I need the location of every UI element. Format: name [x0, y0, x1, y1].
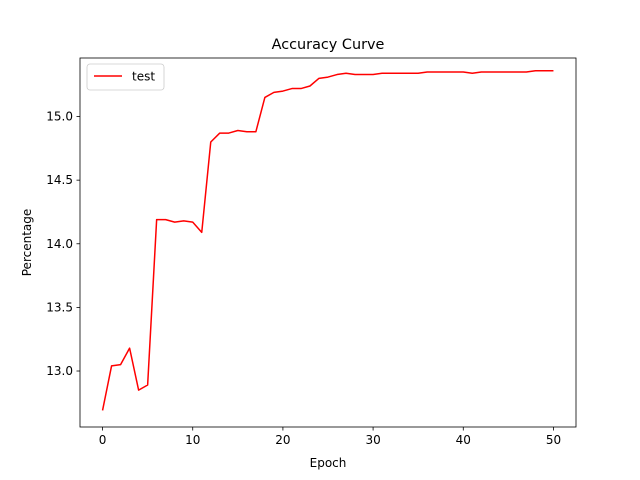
y-tick-label: 13.0: [46, 364, 73, 378]
legend-label-test: test: [132, 70, 155, 84]
y-tick-label: 15.0: [46, 110, 73, 124]
y-axis-ticks: 13.0 13.5 14.0 14.5 15.0: [46, 110, 80, 378]
y-axis-label: Percentage: [20, 209, 34, 277]
y-tick-label: 14.0: [46, 237, 73, 251]
y-tick-label: 13.5: [46, 300, 73, 314]
x-tick-label: 10: [185, 433, 200, 447]
y-tick-label: 14.5: [46, 173, 73, 187]
x-tick-label: 30: [365, 433, 380, 447]
series-layer: [101, 69, 554, 411]
series-line-test: [101, 69, 554, 411]
x-tick-label: 40: [456, 433, 471, 447]
x-tick-label: 50: [546, 433, 561, 447]
legend: test: [86, 63, 165, 91]
x-axis-label: Epoch: [310, 456, 347, 470]
plot-area: [79, 57, 577, 428]
legend-box: [86, 63, 165, 91]
x-tick-label: 20: [275, 433, 290, 447]
chart-title: Accuracy Curve: [272, 37, 385, 53]
x-axis-ticks: 0 10 20 30 40 50: [99, 427, 561, 447]
axes-frame: [79, 57, 577, 428]
x-tick-label: 0: [99, 433, 107, 447]
